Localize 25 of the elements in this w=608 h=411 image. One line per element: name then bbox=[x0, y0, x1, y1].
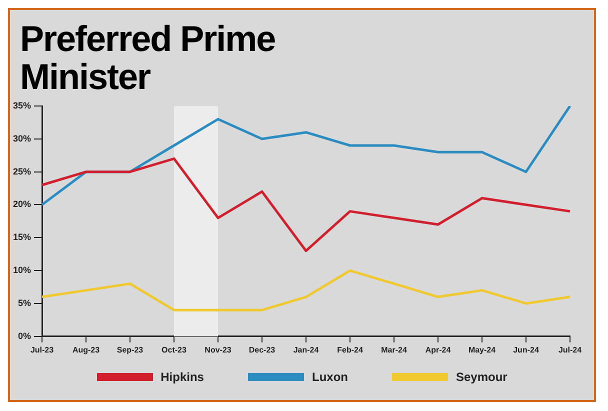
y-tick-label: 35% bbox=[13, 100, 32, 110]
x-tick-label: Jul-23 bbox=[30, 345, 54, 354]
x-tick-label: Jul-24 bbox=[558, 345, 582, 354]
y-tick-label: 5% bbox=[18, 298, 32, 308]
x-tick-label: Apr-24 bbox=[425, 345, 452, 354]
y-tick-label: 20% bbox=[13, 199, 32, 210]
x-tick-label: Jun-24 bbox=[513, 345, 540, 354]
x-tick-label: May-24 bbox=[468, 345, 496, 354]
x-tick-label: Oct-23 bbox=[162, 345, 188, 354]
x-tick-label: Mar-24 bbox=[381, 345, 408, 354]
legend-label: Hipkins bbox=[160, 370, 204, 384]
x-tick-label: Aug-23 bbox=[72, 345, 100, 354]
chart-title: Preferred Prime Minister bbox=[19, 17, 276, 97]
y-tick-label: 15% bbox=[13, 232, 32, 242]
x-tick-label: Feb-24 bbox=[337, 345, 364, 354]
y-tick-label: 30% bbox=[13, 133, 32, 144]
y-tick-label: 0% bbox=[18, 330, 32, 341]
y-tick-label: 10% bbox=[13, 265, 32, 276]
x-tick-label: Jan-24 bbox=[293, 345, 320, 354]
y-tick-label: 25% bbox=[13, 166, 32, 176]
x-tick-label: Sep-23 bbox=[116, 345, 144, 354]
x-tick-label: Nov-23 bbox=[204, 345, 232, 354]
x-tick-label: Dec-23 bbox=[248, 345, 276, 354]
legend-label: Seymour bbox=[456, 370, 508, 384]
legend-label: Luxon bbox=[312, 370, 348, 384]
